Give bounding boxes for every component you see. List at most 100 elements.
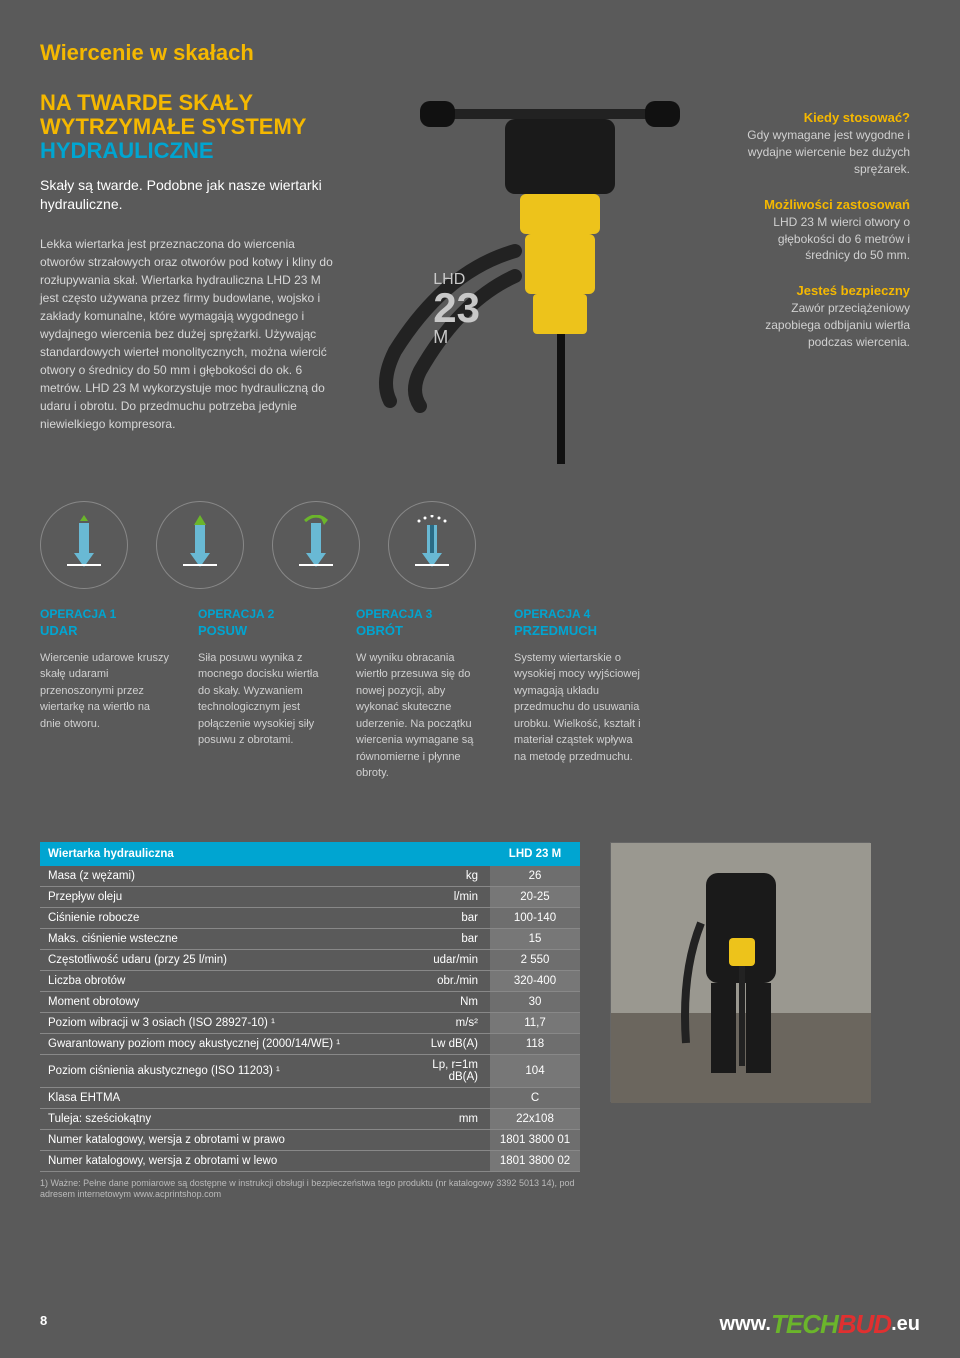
op1-text: Wiercenie udarowe kruszy skałę udarami p… (40, 650, 170, 733)
op1-sub: UDAR (40, 623, 170, 638)
table-row: Masa (z wężami)kg26 (40, 866, 580, 887)
table-row: Numer katalogowy, wersja z obrotami w le… (40, 1150, 580, 1171)
icon-przedmuch (388, 501, 476, 589)
spec-unit: l/min (400, 886, 490, 907)
op-col-3: OPERACJA 3 OBRÓT W wyniku obracania wier… (356, 607, 486, 782)
spec-param: Przepływ oleju (40, 886, 400, 907)
table-footnote: 1) Ważne: Pełne dane pomiarowe są dostęp… (40, 1178, 580, 1201)
spec-param: Poziom wibracji w 3 osiach (ISO 28927-10… (40, 1012, 400, 1033)
spec-param: Gwarantowany poziom mocy akustycznej (20… (40, 1033, 400, 1054)
op-col-1: OPERACJA 1 UDAR Wiercenie udarowe kruszy… (40, 607, 170, 782)
table-title: Wiertarka hydrauliczna (40, 842, 490, 866)
op1-title: OPERACJA 1 (40, 607, 170, 623)
spec-unit: bar (400, 928, 490, 949)
table-row: Gwarantowany poziom mocy akustycznej (20… (40, 1033, 580, 1054)
op4-sub: PRZEDMUCH (514, 623, 644, 638)
spec-unit: obr./min (400, 970, 490, 991)
spec-param: Częstotliwość udaru (przy 25 l/min) (40, 949, 400, 970)
spec-value: 11,7 (490, 1012, 580, 1033)
spec-value: 118 (490, 1033, 580, 1054)
table-row: Poziom wibracji w 3 osiach (ISO 28927-10… (40, 1012, 580, 1033)
spec-unit: Lp, r=1m dB(A) (400, 1054, 490, 1087)
spec-unit (400, 1150, 490, 1171)
footer-www: www. (719, 1313, 770, 1336)
table-row: Klasa EHTMA C (40, 1087, 580, 1108)
r-text-3: Zawór przeciążeniowy zapobiega odbijaniu… (740, 300, 910, 350)
spec-unit: kg (400, 866, 490, 887)
right-column: Kiedy stosować? Gdy wymagane jest wygodn… (740, 91, 910, 471)
spec-value: 30 (490, 991, 580, 1012)
footer-logo: www. TECH BUD .eu (719, 1309, 920, 1340)
table-row: Przepływ olejul/min20-25 (40, 886, 580, 907)
op3-sub: OBRÓT (356, 623, 486, 638)
table-row: Liczba obrotówobr./min320-400 (40, 970, 580, 991)
spec-table-wrap: Wiertarka hydrauliczna LHD 23 M Masa (z … (40, 842, 580, 1201)
spec-param: Poziom ciśnienia akustycznego (ISO 11203… (40, 1054, 400, 1087)
spec-value: 1801 3800 02 (490, 1150, 580, 1171)
product-image: LHD 23 M (365, 91, 715, 471)
footer-bud: BUD (838, 1309, 891, 1340)
op-col-4: OPERACJA 4 PRZEDMUCH Systemy wiertarskie… (514, 607, 644, 782)
spec-unit (400, 1129, 490, 1150)
op4-text: Systemy wiertarskie o wysokiej mocy wyjś… (514, 650, 644, 766)
spec-value: 104 (490, 1054, 580, 1087)
op-col-2: OPERACJA 2 POSUW Siła posuwu wynika z mo… (198, 607, 328, 782)
table-row: Maks. ciśnienie wstecznebar15 (40, 928, 580, 949)
table-row: Ciśnienie roboczebar100-140 (40, 907, 580, 928)
spec-param: Ciśnienie robocze (40, 907, 400, 928)
table-row: Numer katalogowy, wersja z obrotami w pr… (40, 1129, 580, 1150)
spec-param: Liczba obrotów (40, 970, 400, 991)
operation-icons (40, 501, 920, 589)
r-head-1: Kiedy stosować? (740, 109, 910, 127)
op3-title: OPERACJA 3 (356, 607, 486, 623)
subtitle-3: HYDRAULICZNE (40, 139, 340, 163)
spec-value: 1801 3800 01 (490, 1129, 580, 1150)
spec-param: Tuleja: sześciokątny (40, 1108, 400, 1129)
table-row: Tuleja: sześciokątnymm22x108 (40, 1108, 580, 1129)
footer-tech: TECH (771, 1309, 838, 1340)
footer-eu: .eu (891, 1313, 920, 1336)
spec-value: C (490, 1087, 580, 1108)
op3-text: W wyniku obracania wiertło przesuwa się … (356, 650, 486, 782)
r-text-2: LHD 23 M wierci otwory o głębokości do 6… (740, 214, 910, 264)
spec-unit: mm (400, 1108, 490, 1129)
spec-unit: Lw dB(A) (400, 1033, 490, 1054)
icon-obrot (272, 501, 360, 589)
model-number: 23 (433, 289, 480, 327)
table-row: Częstotliwość udaru (przy 25 l/min)udar/… (40, 949, 580, 970)
intro-text: Skały są twarde. Podobne jak nasze wiert… (40, 176, 340, 215)
spec-unit (400, 1087, 490, 1108)
spec-table: Wiertarka hydrauliczna LHD 23 M Masa (z … (40, 842, 580, 1172)
page-number: 8 (40, 1313, 47, 1328)
spec-unit: bar (400, 907, 490, 928)
body-text: Lekka wiertarka jest przeznaczona do wie… (40, 235, 340, 433)
spec-value: 26 (490, 866, 580, 887)
spec-param: Numer katalogowy, wersja z obrotami w pr… (40, 1129, 400, 1150)
spec-value: 15 (490, 928, 580, 949)
spec-param: Masa (z wężami) (40, 866, 400, 887)
spec-value: 320-400 (490, 970, 580, 991)
spec-param: Klasa EHTMA (40, 1087, 400, 1108)
op4-title: OPERACJA 4 (514, 607, 644, 623)
spec-unit: m/s² (400, 1012, 490, 1033)
left-column: NA TWARDE SKAŁY WYTRZYMAŁE SYSTEMY HYDRA… (40, 91, 340, 471)
spec-param: Maks. ciśnienie wsteczne (40, 928, 400, 949)
operations-row: OPERACJA 1 UDAR Wiercenie udarowe kruszy… (40, 607, 920, 782)
page-title: Wiercenie w skałach (40, 40, 920, 66)
table-row: Moment obrotowyNm30 (40, 991, 580, 1012)
table-row: Poziom ciśnienia akustycznego (ISO 11203… (40, 1054, 580, 1087)
icon-posuw (156, 501, 244, 589)
r-text-1: Gdy wymagane jest wygodne i wydajne wier… (740, 127, 910, 177)
spec-value: 2 550 (490, 949, 580, 970)
spec-param: Moment obrotowy (40, 991, 400, 1012)
icon-udar (40, 501, 128, 589)
op2-sub: POSUW (198, 623, 328, 638)
subtitle-2: WYTRZYMAŁE SYSTEMY (40, 115, 340, 139)
spec-unit: udar/min (400, 949, 490, 970)
model-label: LHD 23 M (433, 271, 480, 348)
subtitle-1: NA TWARDE SKAŁY (40, 91, 340, 115)
spec-value: 22x108 (490, 1108, 580, 1129)
spec-unit: Nm (400, 991, 490, 1012)
r-head-3: Jesteś bezpieczny (740, 282, 910, 300)
r-head-2: Możliwości zastosowań (740, 196, 910, 214)
